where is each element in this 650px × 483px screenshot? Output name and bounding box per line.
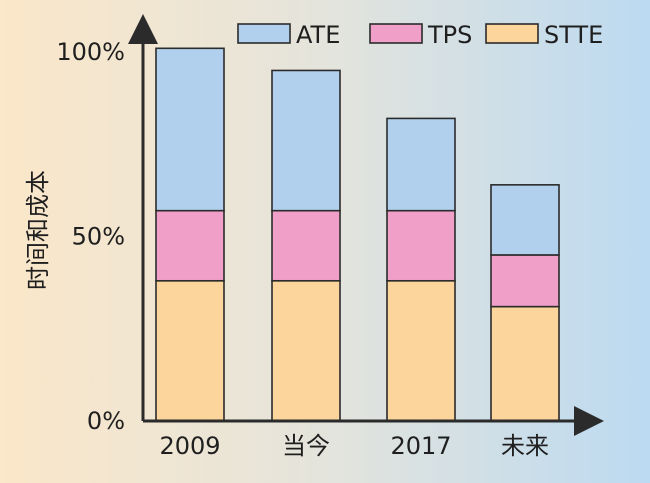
bar-segment-tps — [386, 209, 456, 282]
bar-group — [271, 69, 341, 422]
bar-segment-tps — [155, 209, 225, 282]
x-tick-label: 当今 — [282, 432, 330, 460]
x-tick-label: 未来 — [501, 432, 549, 460]
bar-segment-tps — [271, 209, 341, 282]
x-tick-label: 2017 — [390, 432, 451, 460]
bar-group — [490, 184, 560, 422]
legend-item-tps: TPS — [369, 21, 472, 49]
y-tick-label: 50% — [72, 223, 125, 251]
legend-label: STTE — [544, 21, 603, 49]
legend-item-ate: ATE — [237, 21, 340, 49]
y-tick-label: 0% — [87, 407, 125, 435]
bar-segment-stte — [490, 305, 560, 422]
bar-segment-stte — [271, 279, 341, 422]
x-tick-label: 2009 — [159, 432, 220, 460]
bar-segment-ate — [155, 47, 225, 212]
bars-layer — [155, 47, 560, 422]
y-tick-labels: 0% 50% 100% — [56, 38, 125, 435]
bar-segment-stte — [386, 279, 456, 422]
y-axis-label: 时间和成本 — [24, 170, 52, 290]
legend-label: TPS — [427, 21, 472, 49]
bar-group — [155, 47, 225, 422]
legend-swatch — [237, 23, 291, 44]
legend-label: ATE — [296, 21, 340, 49]
bar-group — [386, 117, 456, 422]
bar-segment-tps — [490, 254, 560, 308]
bar-segment-stte — [155, 279, 225, 422]
legend: ATE TPS STTE — [237, 21, 603, 49]
x-tick-labels: 2009 当今 2017 未来 — [159, 432, 549, 460]
legend-swatch — [485, 23, 539, 44]
bar-segment-ate — [271, 69, 341, 212]
bar-segment-ate — [386, 117, 456, 212]
legend-item-stte: STTE — [485, 21, 603, 49]
legend-swatch — [369, 23, 423, 44]
y-tick-label: 100% — [56, 38, 125, 66]
bar-segment-ate — [490, 184, 560, 256]
